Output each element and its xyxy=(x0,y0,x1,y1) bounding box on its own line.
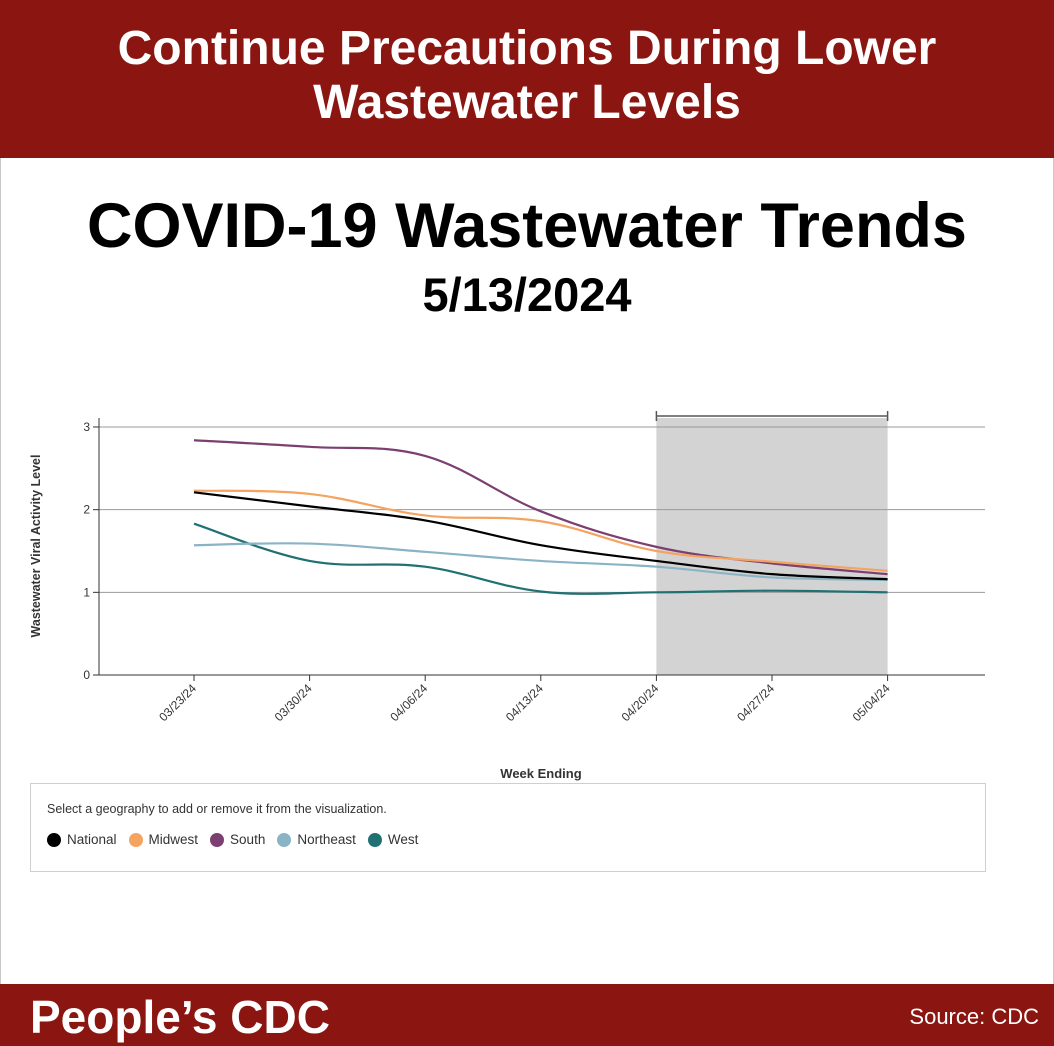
legend-label: Midwest xyxy=(148,832,199,847)
x-tick-label: 04/13/24 xyxy=(503,681,546,724)
legend-dot-icon xyxy=(367,832,382,847)
banner-line-1: Continue Precautions During Lower xyxy=(117,22,937,75)
top-banner: Continue Precautions During Lower Wastew… xyxy=(0,0,1054,158)
series-line-south xyxy=(193,439,888,576)
legend-item-west[interactable]: West xyxy=(367,832,419,847)
highlight-band xyxy=(656,418,888,675)
x-tick-label: 04/06/24 xyxy=(387,681,430,724)
report-date: 5/13/2024 xyxy=(422,268,632,321)
legend-items: National Midwest South Northeast West xyxy=(47,832,430,847)
legend-label: National xyxy=(67,832,117,847)
legend-item-midwest[interactable]: Midwest xyxy=(128,832,199,847)
legend-item-south[interactable]: South xyxy=(210,832,265,847)
y-tick-label: 1 xyxy=(83,585,90,599)
legend-box: Select a geography to add or remove it f… xyxy=(30,783,986,872)
brand-logo-text: People’s CDC xyxy=(30,991,330,1043)
banner-line-2: Wastewater Levels xyxy=(313,76,741,129)
y-tick-label: 3 xyxy=(83,420,90,434)
x-axis-title: Week Ending xyxy=(500,766,581,781)
series-line-northeast xyxy=(193,542,888,582)
legend-dot-icon xyxy=(47,832,61,847)
legend-dot-icon xyxy=(210,832,225,847)
series-line-west xyxy=(193,522,888,595)
legend-instruction: Select a geography to add or remove it f… xyxy=(47,802,387,816)
legend-dot-icon xyxy=(277,832,292,847)
legend-item-northeast[interactable]: Northeast xyxy=(277,832,356,847)
series-line-midwest xyxy=(193,489,888,572)
source-credit: Source: CDC xyxy=(909,1004,1039,1029)
legend-label: Northeast xyxy=(297,832,356,847)
y-axis-title: Wastewater Viral Activity Level xyxy=(29,455,43,638)
x-tick-label: 04/20/24 xyxy=(619,681,662,724)
legend-label: West xyxy=(387,832,419,847)
page-title: COVID-19 Wastewater Trends xyxy=(87,191,967,261)
x-tick-label: 05/04/24 xyxy=(850,681,893,724)
legend-dot-icon xyxy=(128,832,143,847)
bottom-banner: People’s CDC Source: CDC xyxy=(0,984,1054,1046)
series-line-national xyxy=(193,491,888,581)
wastewater-line-chart: 0 1 2 3 03/23/24 03/30/24 04/06/24 04/13/24 04/2… xyxy=(29,411,985,781)
x-tick-label: 04/27/24 xyxy=(734,681,777,724)
legend-item-national[interactable]: National xyxy=(47,832,117,847)
y-tick-label: 2 xyxy=(83,503,90,517)
legend-label: South xyxy=(230,832,266,847)
y-tick-label: 0 xyxy=(83,668,90,682)
x-tick-label: 03/30/24 xyxy=(272,681,315,724)
x-tick-label: 03/23/24 xyxy=(156,681,199,724)
